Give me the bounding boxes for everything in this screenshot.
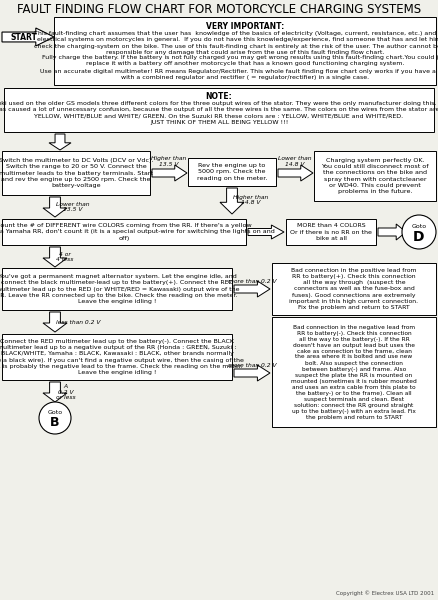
Text: VERY IMPORTANT:: VERY IMPORTANT: xyxy=(206,22,284,31)
Polygon shape xyxy=(2,28,54,46)
FancyBboxPatch shape xyxy=(4,88,434,132)
FancyBboxPatch shape xyxy=(2,151,150,195)
Text: Count the # of DIFFERENT wire COLORS coming from the RR. If there's a yellow
wir: Count the # of DIFFERENT wire COLORS com… xyxy=(0,223,275,241)
Polygon shape xyxy=(152,165,187,181)
Text: less than 0.2 V: less than 0.2 V xyxy=(56,319,100,325)
Text: Higher than
14.8 V: Higher than 14.8 V xyxy=(233,194,268,205)
Polygon shape xyxy=(378,224,406,240)
FancyBboxPatch shape xyxy=(54,17,436,85)
Text: D: D xyxy=(413,230,425,244)
FancyBboxPatch shape xyxy=(2,219,246,245)
Text: Bad connection in the positive lead from
RR to battery(+). Check this connection: Bad connection in the positive lead from… xyxy=(290,268,419,310)
FancyBboxPatch shape xyxy=(2,268,232,310)
Text: Bad connection in the negative lead from
RR to battery(-). Check this connection: Bad connection in the negative lead from… xyxy=(291,325,417,419)
Polygon shape xyxy=(234,281,270,297)
Text: Use an accurate digital multimeter! RR means Regulator/Rectifier. This whole fau: Use an accurate digital multimeter! RR m… xyxy=(39,69,438,80)
Text: Goto: Goto xyxy=(47,410,63,415)
Text: B: B xyxy=(50,416,60,430)
FancyBboxPatch shape xyxy=(272,317,436,427)
Text: Rev the engine up to
5000 rpm. Check the
reading on the meter.: Rev the engine up to 5000 rpm. Check the… xyxy=(197,163,267,181)
Text: Goto: Goto xyxy=(411,224,427,229)
Text: Higher than
13.5 V: Higher than 13.5 V xyxy=(152,156,187,167)
Polygon shape xyxy=(248,225,284,239)
FancyBboxPatch shape xyxy=(286,219,376,245)
Text: Switch the multimeter to DC Volts (DCV or Vdc).
Switch the range to 20 or 50 V. : Switch the multimeter to DC Volts (DCV o… xyxy=(0,158,153,188)
Text: 4 or
4 less: 4 or 4 less xyxy=(56,251,74,262)
Polygon shape xyxy=(220,188,244,214)
FancyBboxPatch shape xyxy=(2,334,232,380)
Text: Charging system perfectly OK.
You could still disconnect most of
the connections: Charging system perfectly OK. You could … xyxy=(321,158,429,194)
Polygon shape xyxy=(49,134,71,150)
Text: FAULT FINDING FLOW CHART FOR MOTORCYCLE CHARGING SYSTEMS: FAULT FINDING FLOW CHART FOR MOTORCYCLE … xyxy=(17,3,421,16)
Text: This fault-finding chart assumes that the user has  knowledge of the basics of e: This fault-finding chart assumes that th… xyxy=(34,31,438,55)
Text: Lower than
13.5 V: Lower than 13.5 V xyxy=(56,202,89,212)
Text: START: START xyxy=(11,32,38,41)
Text: NOTE:: NOTE: xyxy=(205,92,233,101)
Text: Suzuki used on the older GS models three different colors for the three output w: Suzuki used on the older GS models three… xyxy=(0,101,438,125)
FancyBboxPatch shape xyxy=(314,151,436,201)
FancyBboxPatch shape xyxy=(272,263,436,315)
Text: more than 0.2 V: more than 0.2 V xyxy=(228,363,276,368)
Circle shape xyxy=(39,402,71,434)
Polygon shape xyxy=(43,197,67,217)
Polygon shape xyxy=(43,247,67,267)
Circle shape xyxy=(402,215,436,249)
Text: Connect the RED multimeter lead up to the battery(-). Connect the BLACK
multimet: Connect the RED multimeter lead up to th… xyxy=(0,339,244,375)
Text: Copyright © Electrex USA LTD 2001: Copyright © Electrex USA LTD 2001 xyxy=(336,590,434,596)
Text: MORE than 4 COLORS
Or if there is no RR on the
bike at all: MORE than 4 COLORS Or if there is no RR … xyxy=(290,223,372,241)
Text: Fully charge the battery. If the battery is not fully charged you may get wrong : Fully charge the battery. If the battery… xyxy=(42,55,438,67)
Text: more than 0.2 V: more than 0.2 V xyxy=(228,279,276,284)
Text: Lower than
14.8 V: Lower than 14.8 V xyxy=(278,156,312,167)
Polygon shape xyxy=(278,165,313,181)
Polygon shape xyxy=(234,365,270,381)
FancyBboxPatch shape xyxy=(188,158,276,186)
Text: You've got a permanent magnet alternator system. Let the engine idle, and
connec: You've got a permanent magnet alternator… xyxy=(0,274,239,304)
Polygon shape xyxy=(43,382,67,402)
Text: A
0.2 V
or less: A 0.2 V or less xyxy=(56,384,76,400)
Polygon shape xyxy=(43,312,67,332)
